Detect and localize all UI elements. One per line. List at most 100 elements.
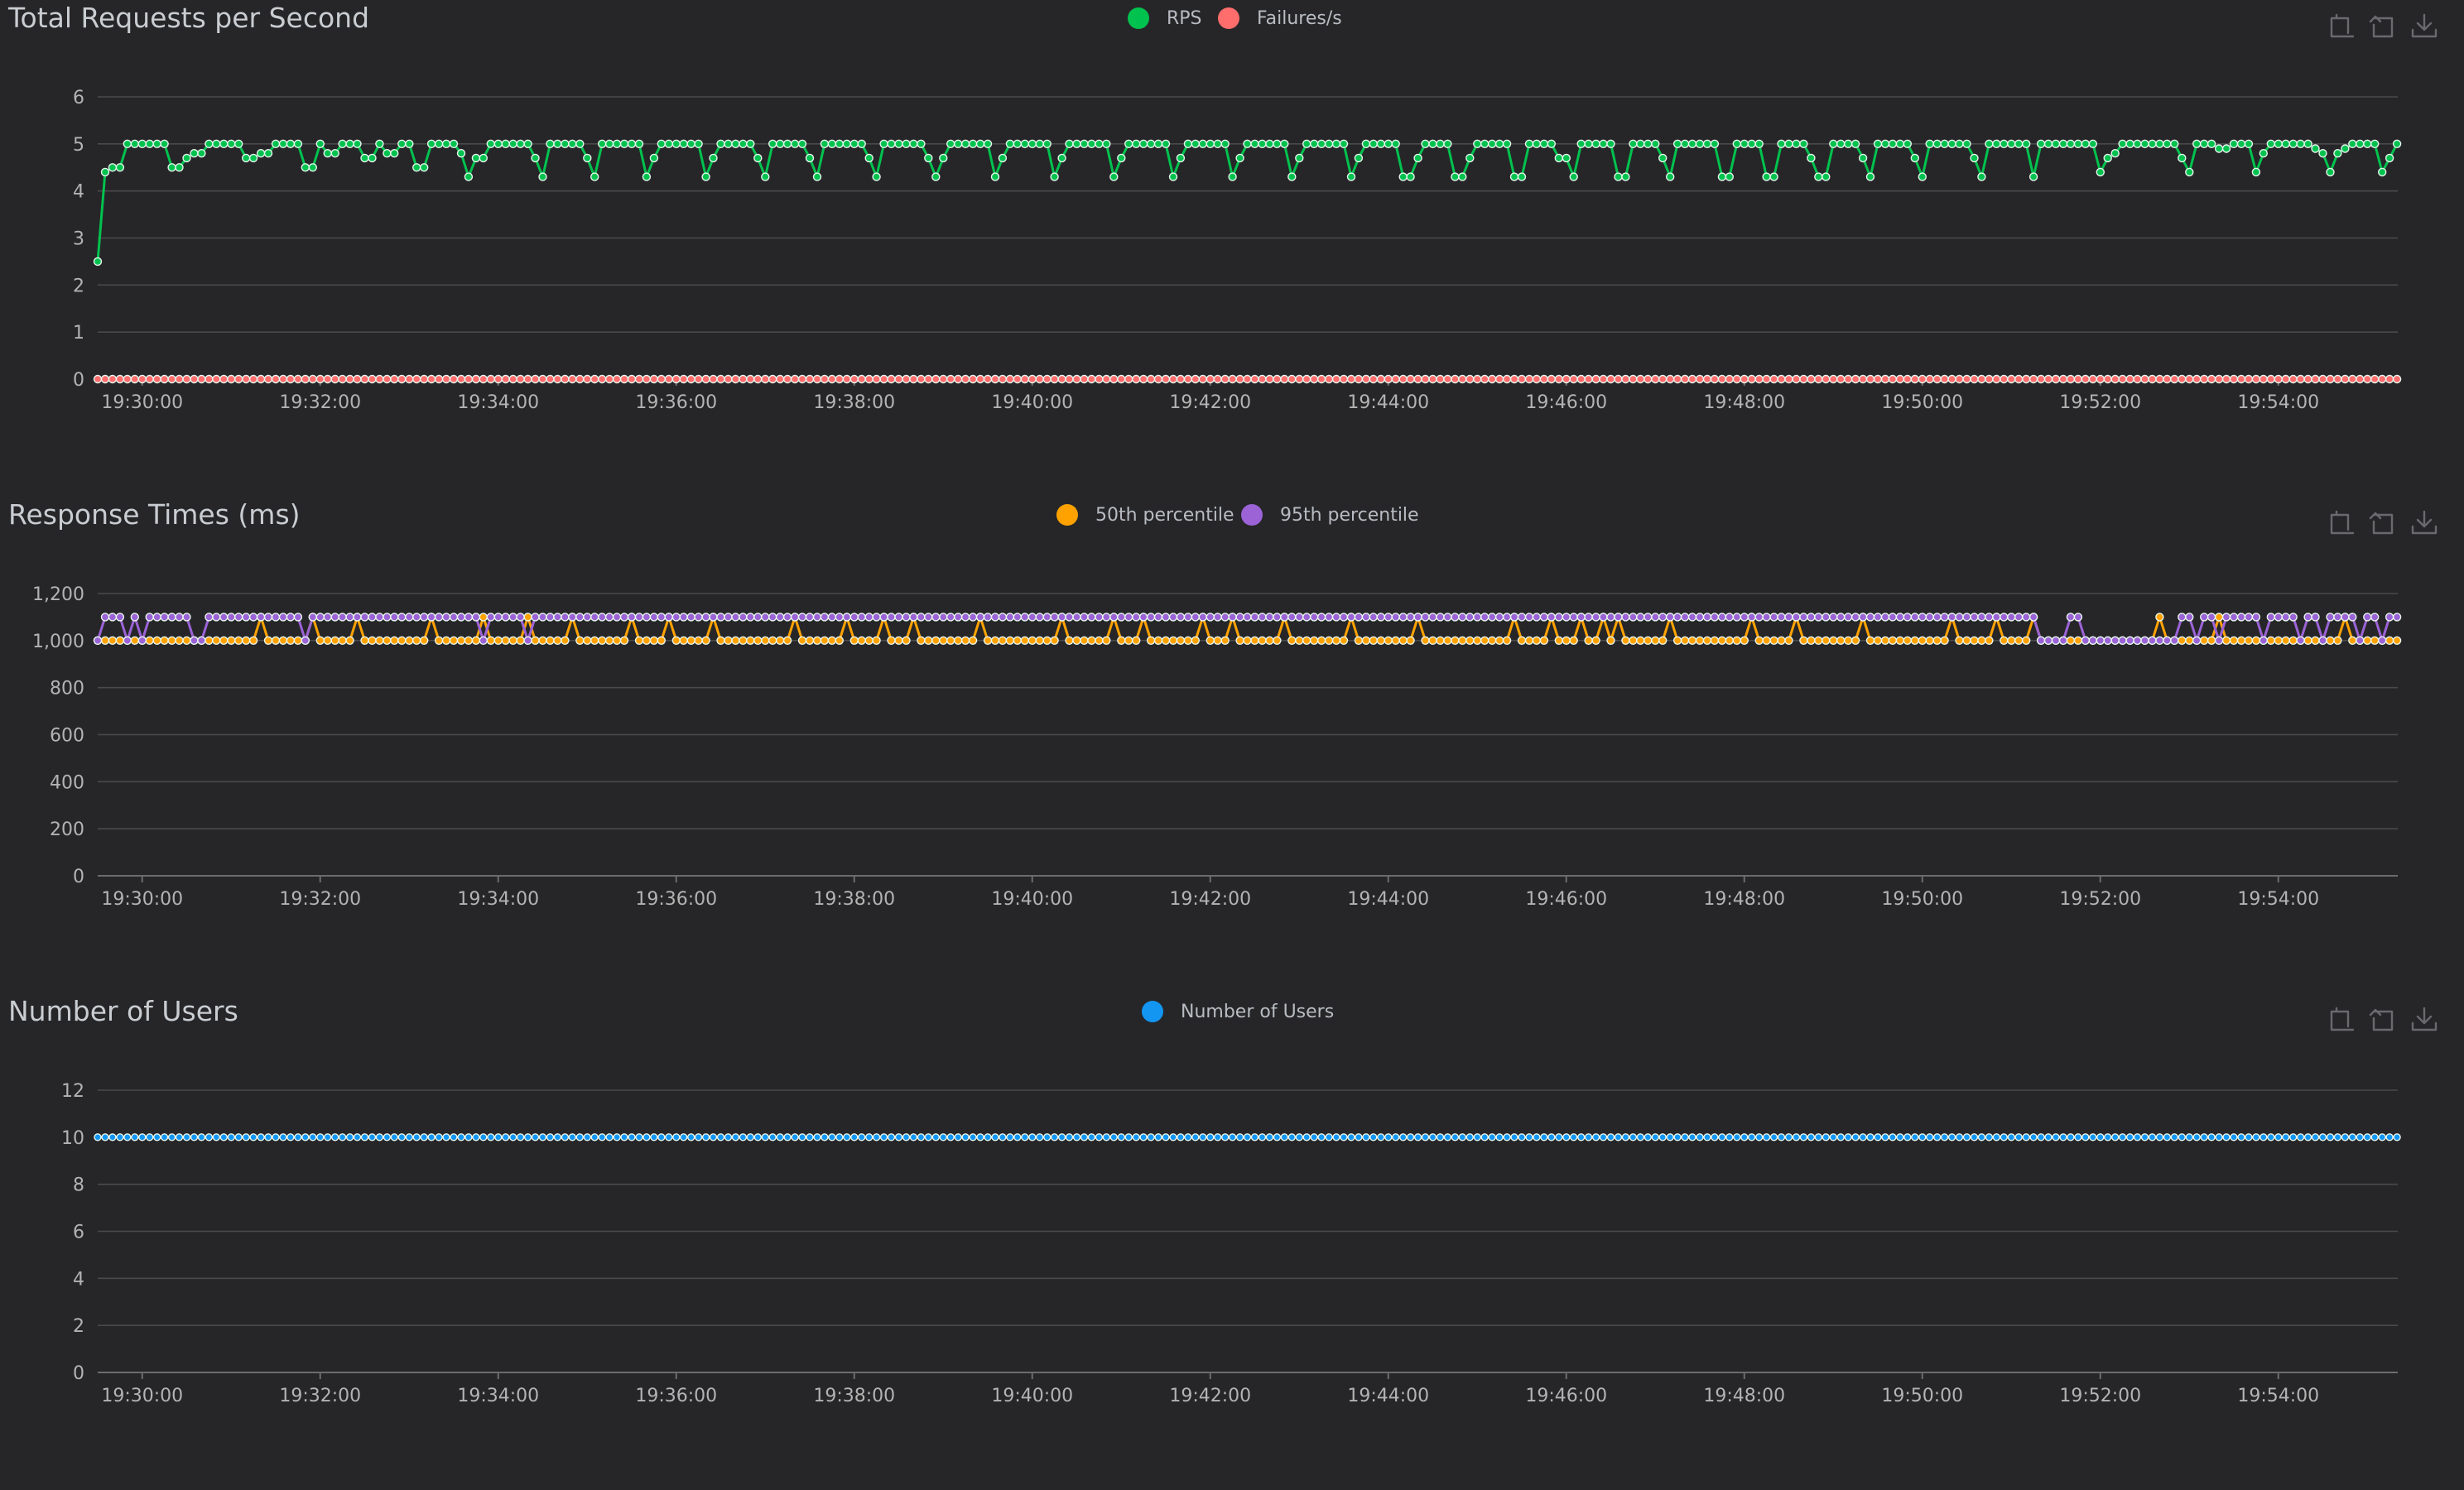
download-icon[interactable] [2411, 1007, 2439, 1035]
data-point [1524, 374, 1534, 384]
data-point [2274, 374, 2284, 384]
data-point [1740, 1133, 1749, 1142]
data-point [1228, 374, 1237, 384]
data-point [308, 613, 317, 622]
data-point [1673, 1133, 1682, 1142]
data-point [917, 613, 926, 622]
data-point [827, 139, 837, 149]
data-point [449, 613, 459, 622]
data-point [1636, 139, 1645, 149]
data-point [1184, 1133, 1192, 1142]
data-point [679, 613, 688, 622]
data-point [1932, 1133, 1942, 1142]
zoom-icon[interactable] [2327, 13, 2355, 41]
data-point [1858, 613, 1868, 622]
data-point [976, 1133, 984, 1142]
data-point [293, 374, 303, 384]
restore-icon[interactable] [2369, 13, 2397, 41]
data-point [412, 613, 421, 622]
x-tick-label: 19:32:00 [279, 889, 361, 910]
data-point [2266, 139, 2276, 149]
data-point [909, 613, 918, 622]
y-tick-label: 10 [61, 1128, 84, 1149]
data-point [1672, 636, 1682, 645]
data-point [1895, 374, 1905, 384]
data-point [131, 1133, 139, 1142]
data-point [2229, 374, 2239, 384]
data-point [2267, 1133, 2275, 1142]
data-point [671, 636, 681, 645]
data-point [657, 139, 666, 149]
legend-95th-percentile[interactable]: 95th percentile [1241, 504, 1419, 526]
y-tick-label: 5 [73, 135, 84, 156]
data-point [212, 374, 221, 384]
legend-rps[interactable]: RPS [1128, 7, 1202, 29]
data-point [538, 172, 547, 181]
restore-icon[interactable] [2369, 1007, 2397, 1035]
data-point [687, 1133, 695, 1142]
data-point [2318, 148, 2327, 158]
data-point [1629, 139, 1638, 149]
data-point [1792, 374, 1801, 384]
data-point [1822, 613, 1831, 622]
data-point [190, 148, 199, 158]
data-point [590, 172, 599, 181]
legend-failures-s[interactable]: Failures/s [1218, 7, 1342, 29]
legend-label: 50th percentile [1095, 505, 1234, 526]
data-point [2363, 613, 2372, 622]
data-point [1807, 1133, 1816, 1142]
data-point [1591, 374, 1600, 384]
data-point [1361, 613, 1371, 622]
data-point [968, 636, 978, 645]
restore-icon[interactable] [2369, 510, 2397, 538]
data-point [2341, 613, 2350, 622]
data-point [360, 153, 369, 163]
data-point [2281, 139, 2290, 149]
data-point [1131, 636, 1141, 645]
data-point [553, 636, 562, 645]
data-point [1576, 613, 1586, 622]
data-point [627, 613, 637, 622]
data-point [100, 636, 110, 645]
data-point [917, 636, 926, 645]
data-point [1331, 636, 1341, 645]
x-tick-label: 19:32:00 [279, 1386, 361, 1406]
data-point [1822, 1133, 1831, 1142]
data-point [516, 374, 525, 384]
data-point [1807, 374, 1816, 384]
data-point [1970, 374, 1979, 384]
data-point [1013, 139, 1023, 149]
data-point [1992, 1133, 2001, 1142]
download-icon[interactable] [2411, 510, 2439, 538]
data-point [2229, 636, 2239, 645]
zoom-icon[interactable] [2327, 1007, 2355, 1035]
data-point [746, 139, 755, 149]
data-point [1465, 1133, 1475, 1142]
data-point [1183, 139, 1193, 149]
data-point [2148, 636, 2157, 645]
data-point [1458, 172, 1467, 181]
data-point [1672, 139, 1682, 149]
download-icon[interactable] [2411, 13, 2439, 41]
y-tick-label: 8 [73, 1175, 84, 1196]
data-point [1250, 139, 1259, 149]
zoom-icon[interactable] [2327, 510, 2355, 538]
data-point [1859, 1133, 1867, 1142]
data-point [2303, 1133, 2312, 1142]
data-point [1688, 1133, 1696, 1142]
data-point [546, 374, 555, 384]
data-point [657, 636, 666, 645]
x-tick-label: 19:38:00 [813, 392, 895, 413]
data-point [1228, 172, 1237, 181]
data-point [1977, 613, 1986, 622]
legend-number-of-users[interactable]: Number of Users [1142, 1001, 1334, 1022]
data-point [1850, 139, 1860, 149]
data-point [827, 613, 837, 622]
legend-50th-percentile[interactable]: 50th percentile [1056, 504, 1234, 526]
data-point [197, 148, 206, 158]
data-point [1042, 374, 1052, 384]
data-point [397, 374, 407, 384]
data-point [1295, 374, 1304, 384]
data-point [1280, 613, 1289, 622]
data-point [2110, 1133, 2120, 1142]
